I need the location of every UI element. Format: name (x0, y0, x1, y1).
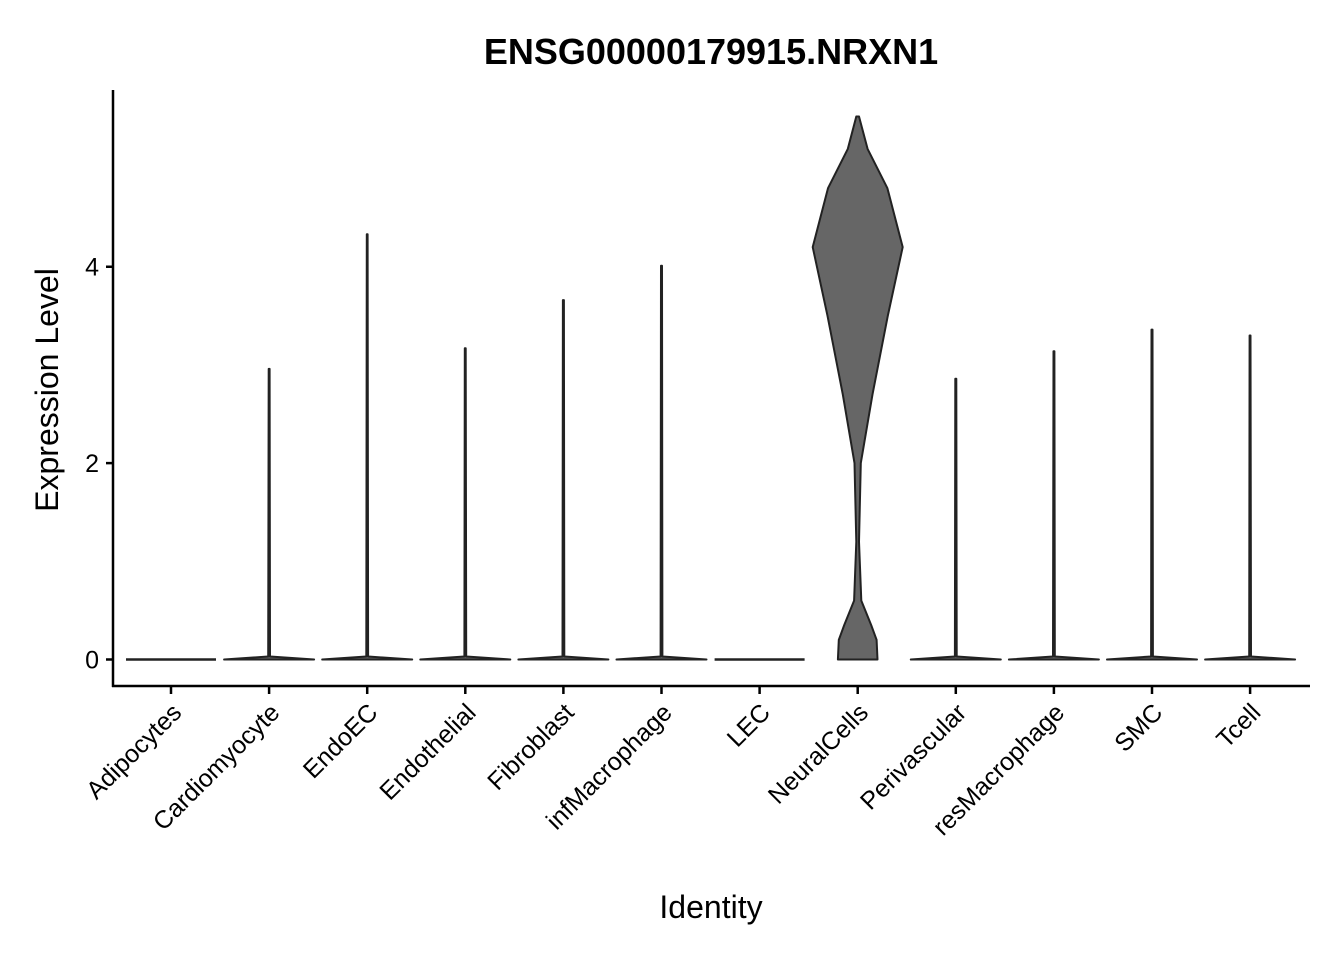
violin (517, 299, 610, 661)
x-tick-label: Tcell (1211, 698, 1266, 753)
y-tick-label: 4 (85, 254, 99, 282)
violin (1007, 350, 1100, 661)
chart-title: ENSG00000179915.NRXN1 (484, 31, 938, 72)
violin (1204, 334, 1297, 661)
violin (223, 367, 316, 661)
x-tick-label: Fibroblast (482, 698, 579, 795)
x-tick-label: Adipocytes (81, 698, 187, 804)
violin (1106, 328, 1198, 661)
x-tick-label: SMC (1109, 698, 1168, 757)
y-axis-label: Expression Level (29, 268, 65, 512)
x-axis-label: Identity (659, 889, 762, 925)
x-tick-label: Endothelial (374, 698, 481, 805)
y-tick-label: 0 (85, 646, 99, 674)
x-tick-label: EndoEC (298, 698, 384, 784)
violin (909, 377, 1002, 661)
violin (615, 264, 708, 661)
violin (321, 233, 414, 661)
y-tick-label: 2 (85, 450, 99, 478)
x-tick-label: LEC (722, 698, 776, 752)
violin (811, 115, 904, 661)
violin (419, 347, 512, 661)
